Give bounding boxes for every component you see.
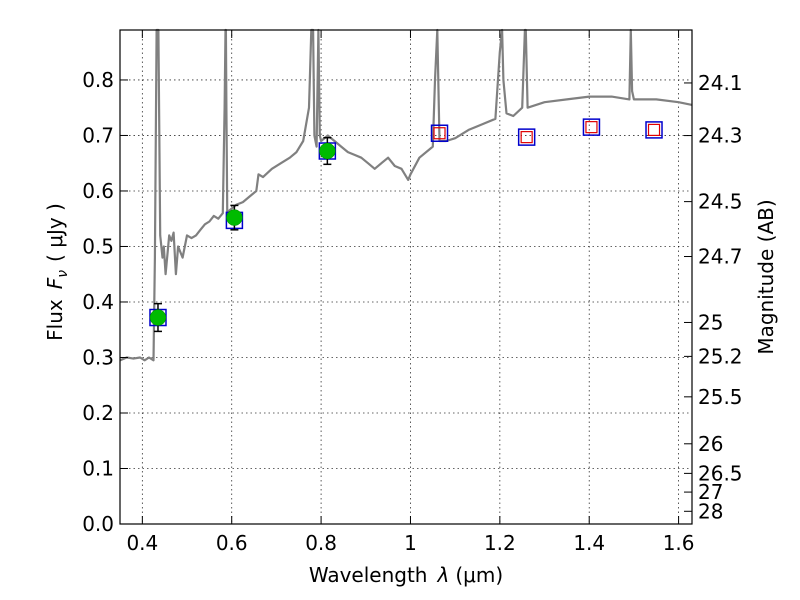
model-flux-box bbox=[517, 128, 536, 146]
y-tick-label: 0.0 bbox=[82, 512, 114, 536]
y-axis-label: FluxFν( μJy ) bbox=[43, 203, 71, 341]
predicted-flux-box bbox=[520, 131, 533, 144]
y-tick-label: 0.1 bbox=[82, 456, 114, 480]
model-flux-box bbox=[645, 121, 663, 139]
axis-ticks bbox=[120, 30, 692, 525]
photometry-point bbox=[319, 142, 336, 160]
photometry-point bbox=[226, 209, 243, 226]
data-markers bbox=[149, 118, 663, 333]
photometry-point bbox=[149, 309, 167, 326]
y2-tick-label: 27 bbox=[698, 480, 723, 504]
y2-tick-label: 25.5 bbox=[698, 385, 743, 409]
y2-tick-label: 24.7 bbox=[698, 245, 743, 269]
y-tick-label: 0.7 bbox=[82, 123, 114, 147]
model-flux-box bbox=[582, 118, 601, 136]
tick-labels: 0.4 0.6 0.8 1 1.2 1.4 1.6 0.0 0.1 0.2 0.3 0.4 0.5 0.6… bbox=[82, 68, 742, 555]
y2-tick-label: 25 bbox=[698, 310, 723, 334]
y2-tick-label: 28 bbox=[698, 499, 723, 523]
predicted-flux-box bbox=[647, 123, 661, 137]
y-tick-label: 0.6 bbox=[82, 179, 114, 203]
y2-tick-label: 24.5 bbox=[698, 190, 743, 214]
x-tick-label: 1.4 bbox=[573, 531, 605, 555]
y-tick-label: 0.3 bbox=[82, 345, 114, 369]
x-tick-label: 0.8 bbox=[305, 531, 337, 555]
y-tick-label: 0.2 bbox=[82, 401, 114, 425]
y2-tick-label: 24.1 bbox=[698, 71, 743, 95]
y2-tick-label: 26 bbox=[698, 432, 723, 456]
y-tick-label: 0.8 bbox=[82, 68, 114, 92]
predicted-flux-box bbox=[433, 127, 446, 140]
y2-tick-label: 25.2 bbox=[698, 344, 743, 368]
x-tick-label: 1 bbox=[404, 531, 417, 555]
plot-frame bbox=[119, 29, 693, 525]
x-axis-label: Wavelength λ (μm) bbox=[309, 563, 503, 587]
x-tick-label: 0.4 bbox=[126, 531, 158, 555]
x-tick-label: 1.6 bbox=[663, 531, 695, 555]
x-tick-label: 0.6 bbox=[216, 531, 248, 555]
spectrum-line bbox=[119, 28, 693, 362]
x-tick-label: 1.2 bbox=[484, 531, 516, 555]
y-tick-label: 0.5 bbox=[82, 234, 114, 258]
y2-tick-label: 24.3 bbox=[698, 124, 743, 148]
y2-tick-label: 26.5 bbox=[698, 461, 743, 485]
y2-axis-label: Magnitude (AB) bbox=[754, 199, 778, 354]
predicted-flux-box bbox=[585, 121, 598, 134]
y-tick-label: 0.4 bbox=[82, 290, 114, 314]
model-spectrum bbox=[119, 28, 693, 362]
model-flux-box bbox=[430, 124, 449, 142]
grid-lines bbox=[120, 30, 692, 525]
